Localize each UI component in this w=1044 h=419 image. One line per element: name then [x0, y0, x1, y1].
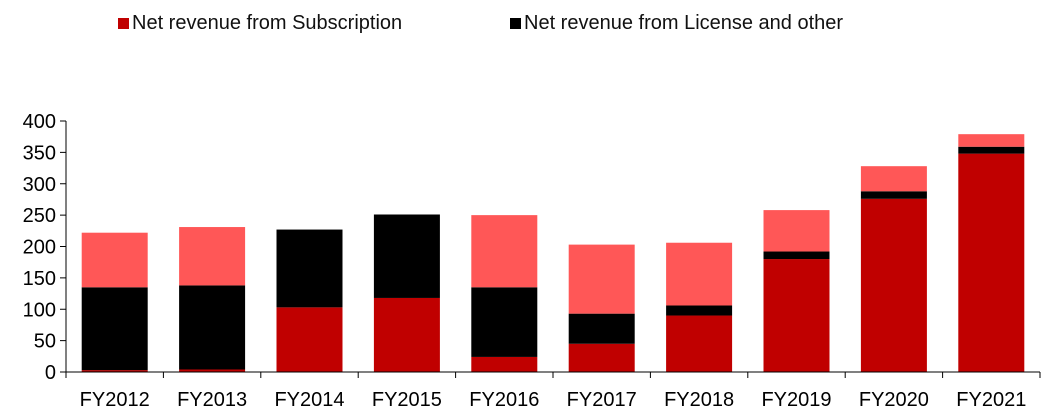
bar-FY2013-series-2 [179, 285, 246, 370]
y-tick-label: 250 [23, 205, 56, 227]
bar-FY2015-series-1 [373, 297, 440, 372]
bar-FY2017-series-1 [568, 343, 635, 372]
legend-item-license: Net revenue from License and other [510, 12, 843, 35]
bar-FY2021-series-1 [958, 153, 1025, 372]
legend-swatch-license [510, 18, 521, 29]
bar-FY2012-series-3 [81, 232, 148, 288]
bar-FY2021-series-2 [958, 146, 1025, 154]
x-tick-label: FY2014 [274, 389, 344, 411]
y-tick-label: 100 [23, 299, 56, 321]
bar-FY2020-series-3 [860, 166, 927, 192]
bar-FY2020-series-2 [860, 191, 927, 199]
bar-FY2020-series-1 [860, 198, 927, 372]
bar-FY2017-series-3 [568, 244, 635, 314]
y-tick-label: 150 [23, 268, 56, 290]
legend-item-subscription: Net revenue from Subscription [118, 12, 402, 35]
legend: Net revenue from Subscription Net revenu… [0, 12, 1044, 42]
bar-FY2014-series-2 [276, 229, 343, 308]
bar-FY2012-series-2 [81, 287, 148, 371]
bar-FY2016-series-2 [471, 287, 538, 357]
bar-FY2018-series-1 [666, 315, 733, 372]
y-tick-label: 0 [45, 362, 56, 384]
y-tick-label: 400 [23, 111, 56, 133]
bar-FY2016-series-3 [471, 215, 538, 288]
y-tick-label: 350 [23, 142, 56, 164]
x-tick-label: FY2017 [567, 389, 637, 411]
x-tick-label: FY2021 [956, 389, 1026, 411]
bar-FY2018-series-3 [666, 242, 733, 306]
y-tick-label: 50 [34, 331, 56, 353]
y-tick-label: 200 [23, 237, 56, 259]
x-tick-label: FY2013 [177, 389, 247, 411]
x-tick-label: FY2012 [80, 389, 150, 411]
legend-label-subscription: Net revenue from Subscription [132, 12, 403, 34]
x-tick-label: FY2020 [859, 389, 929, 411]
x-tick-label: FY2016 [469, 389, 539, 411]
x-tick-label: FY2019 [761, 389, 831, 411]
bar-FY2021-series-3 [958, 134, 1025, 147]
bar-FY2019-series-2 [763, 251, 830, 260]
x-tick-label: FY2018 [664, 389, 734, 411]
bar-FY2013-series-3 [179, 227, 246, 286]
bar-FY2019-series-3 [763, 210, 830, 252]
legend-label-license: Net revenue from License and other [524, 12, 844, 34]
bar-FY2018-series-2 [666, 305, 733, 316]
bar-FY2016-series-1 [471, 356, 538, 372]
x-tick-label: FY2015 [372, 389, 442, 411]
legend-swatch-subscription [118, 18, 129, 29]
bar-FY2012-series-1 [81, 370, 148, 372]
bar-FY2019-series-1 [763, 259, 830, 372]
bar-FY2014-series-1 [276, 307, 343, 372]
y-tick-label: 300 [23, 174, 56, 196]
bar-FY2015-series-2 [373, 214, 440, 298]
bar-FY2013-series-1 [179, 369, 246, 372]
bar-FY2017-series-2 [568, 313, 635, 344]
